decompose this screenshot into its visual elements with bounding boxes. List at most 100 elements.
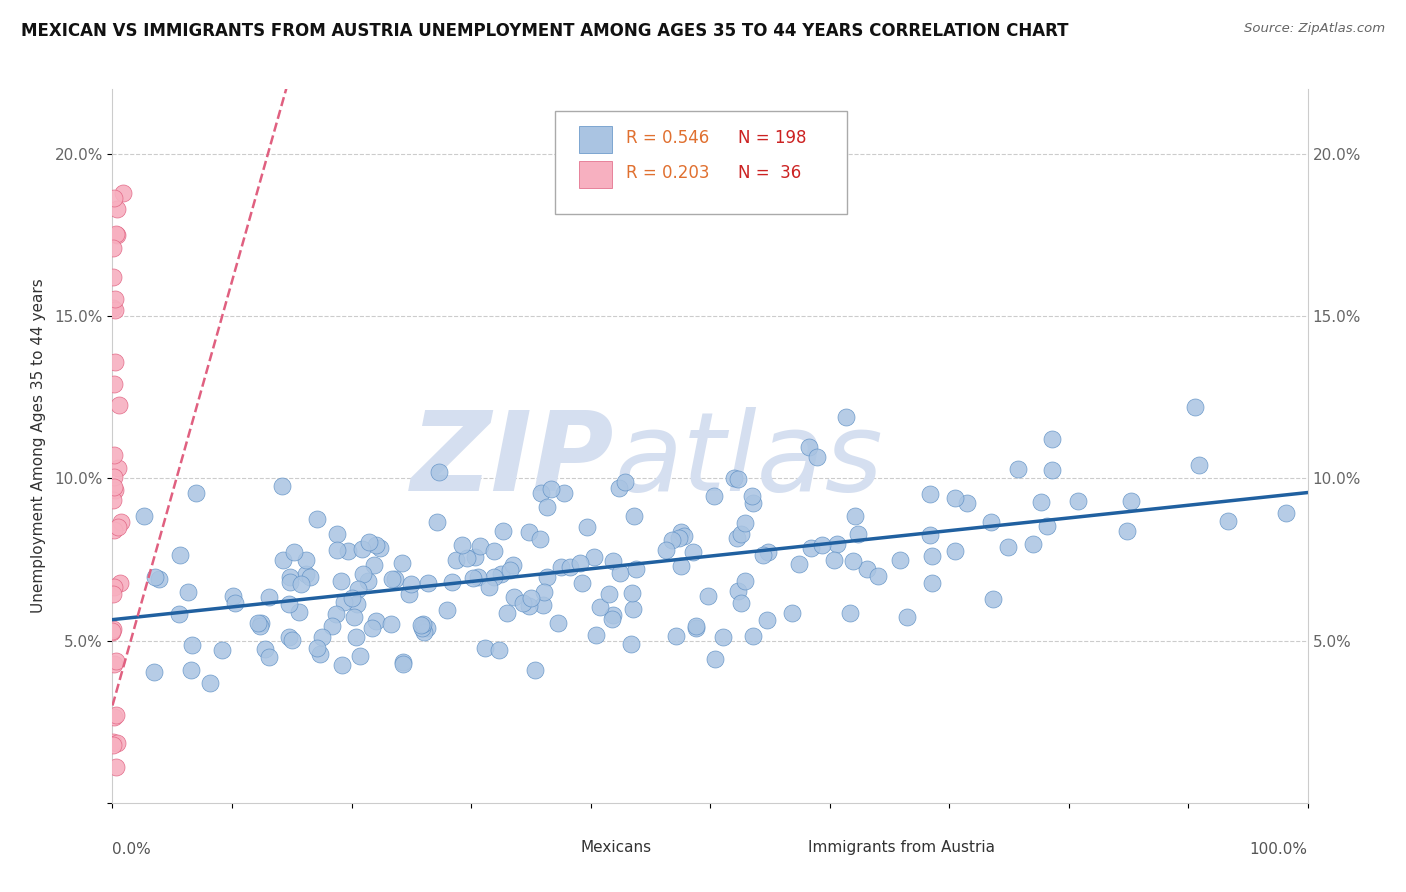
- Point: [181, 638, 204, 652]
- Point: [211, 643, 233, 657]
- Point: [734, 516, 756, 530]
- Point: [380, 616, 402, 631]
- Point: [330, 657, 353, 672]
- Point: [896, 610, 918, 624]
- Point: [620, 638, 643, 652]
- Point: [330, 574, 353, 588]
- Point: [381, 572, 404, 586]
- Point: [553, 486, 575, 500]
- FancyBboxPatch shape: [554, 111, 848, 214]
- Point: [1029, 495, 1052, 509]
- Point: [254, 641, 277, 656]
- Point: [488, 643, 510, 657]
- Point: [800, 541, 823, 555]
- Point: [103, 622, 125, 636]
- Point: [1040, 433, 1063, 447]
- Point: [298, 570, 321, 584]
- Point: [1184, 400, 1206, 414]
- Text: R = 0.546: R = 0.546: [627, 128, 710, 146]
- Point: [1187, 458, 1209, 472]
- Text: atlas: atlas: [614, 407, 883, 514]
- Point: [576, 520, 599, 534]
- Point: [665, 629, 688, 643]
- Point: [921, 549, 943, 563]
- Point: [104, 355, 127, 369]
- Point: [456, 551, 478, 566]
- Point: [103, 449, 125, 463]
- Point: [107, 460, 129, 475]
- Point: [409, 618, 432, 632]
- Point: [426, 516, 449, 530]
- Point: [799, 440, 821, 454]
- Point: [734, 574, 756, 588]
- Text: Source: ZipAtlas.com: Source: ZipAtlas.com: [1244, 22, 1385, 36]
- Point: [104, 292, 127, 306]
- Point: [436, 602, 458, 616]
- Point: [623, 602, 645, 616]
- Point: [741, 489, 763, 503]
- Point: [103, 523, 125, 537]
- Point: [1036, 519, 1059, 533]
- Point: [921, 576, 943, 591]
- Point: [530, 486, 553, 500]
- Point: [1066, 494, 1088, 508]
- Point: [730, 527, 752, 541]
- Point: [756, 545, 779, 559]
- Point: [468, 539, 491, 553]
- Point: [366, 539, 388, 553]
- Point: [271, 552, 294, 566]
- Point: [107, 520, 129, 534]
- Point: [103, 657, 125, 672]
- Point: [440, 574, 463, 589]
- Point: [827, 536, 849, 550]
- Point: [101, 624, 124, 639]
- Point: [589, 600, 612, 615]
- Point: [467, 570, 489, 584]
- Point: [101, 735, 124, 749]
- Point: [357, 574, 380, 588]
- Point: [143, 665, 166, 680]
- Point: [582, 550, 605, 565]
- Text: N =  36: N = 36: [738, 164, 801, 182]
- Point: [838, 606, 860, 620]
- Point: [346, 631, 368, 645]
- Point: [169, 548, 191, 562]
- Point: [703, 652, 725, 666]
- Point: [352, 542, 374, 557]
- Point: [110, 515, 132, 529]
- Point: [585, 627, 607, 641]
- Point: [103, 580, 125, 594]
- Point: [484, 570, 506, 584]
- Point: [103, 492, 125, 507]
- FancyBboxPatch shape: [543, 838, 569, 861]
- Point: [461, 571, 484, 585]
- Point: [811, 538, 834, 552]
- FancyBboxPatch shape: [579, 161, 612, 188]
- Point: [259, 649, 281, 664]
- Point: [536, 500, 558, 515]
- Point: [671, 525, 693, 540]
- Point: [614, 475, 637, 489]
- Point: [600, 612, 623, 626]
- Point: [672, 529, 695, 543]
- Point: [780, 606, 803, 620]
- Point: [696, 589, 718, 603]
- Point: [517, 525, 540, 540]
- Point: [598, 587, 620, 601]
- Point: [108, 398, 131, 412]
- Point: [789, 558, 811, 572]
- Point: [384, 572, 406, 586]
- Point: [980, 515, 1002, 529]
- Point: [669, 559, 692, 574]
- Point: [523, 663, 546, 677]
- Point: [889, 552, 911, 566]
- Point: [492, 524, 515, 538]
- Point: [602, 608, 624, 623]
- Point: [997, 540, 1019, 554]
- Point: [512, 596, 534, 610]
- Point: [104, 654, 127, 668]
- Point: [742, 496, 765, 510]
- Point: [257, 590, 280, 604]
- Point: [342, 591, 364, 605]
- Point: [918, 528, 941, 542]
